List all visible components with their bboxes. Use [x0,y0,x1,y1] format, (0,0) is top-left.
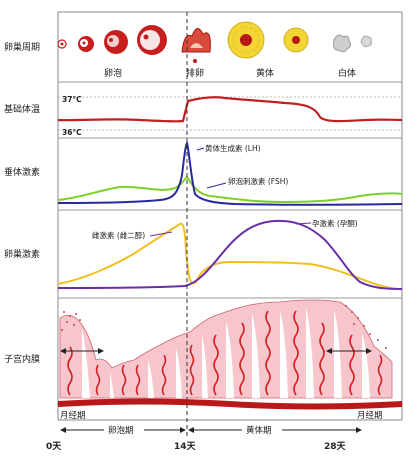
estrogen-leader [149,231,173,237]
temp-36-label: 36°C [62,128,82,137]
fsh-leader [206,182,227,189]
label-ovulation: 排卵 [186,67,204,79]
day-tick-14: 14天 [174,441,197,452]
row-label-ovarian-hormones: 卵巢激素 [4,248,40,260]
day-tick-0: 0天 [46,441,62,452]
row-label-ovarian-cycle: 卵巢周期 [4,41,40,53]
luteal-label-bg [242,424,282,436]
row-label-pituitary: 垂体激素 [4,166,40,178]
estrogen-label: 雌激素 (雌二醇) [92,230,145,240]
progesterone-leader [295,222,312,225]
progesterone-label: 孕激素 (孕酮) [312,218,358,228]
menstrual-end-arrow [326,348,372,354]
ovary-stage-icons [57,21,373,63]
row-label-endometrium: 子宫内膜 [4,353,40,365]
progesterone-curve [57,219,403,290]
follicular-label-bg [104,424,144,436]
day-tick-28: 28天 [324,441,347,452]
lh-label: 黄体生成素 (LH) [205,143,261,153]
label-follicle: 卵泡 [104,67,122,79]
basal-temperature-curve [57,96,403,123]
row-label-basal-temp: 基础体温 [4,103,40,115]
temp-37-label: 37°C [62,95,82,104]
lh-leader [196,147,205,151]
endometrium-illustration [58,299,402,410]
lh-curve [57,140,403,206]
label-luteal-phase: 黄体期 [246,425,272,436]
label-follicular-phase: 卵泡期 [108,425,134,436]
label-corpus-luteum: 黄体 [256,67,274,79]
label-menstrual-start: 月经期 [60,410,86,421]
label-corpus-albicans: 白体 [338,67,356,79]
menstrual-start-arrow [60,348,104,354]
diagram-frame [57,11,403,421]
label-menstrual-end: 月经期 [357,410,383,421]
fsh-curve [57,175,403,204]
fsh-label: 卵泡刺激素 (FSH) [228,176,288,186]
